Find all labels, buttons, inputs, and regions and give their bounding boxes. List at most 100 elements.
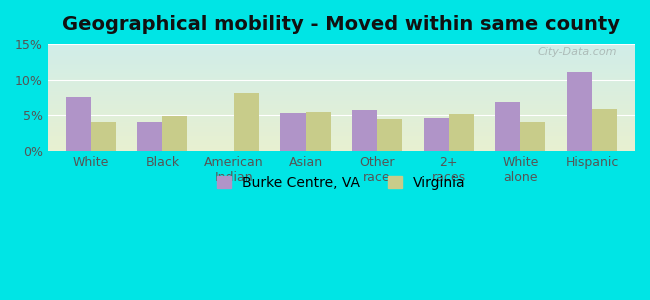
Bar — [47, 91, 635, 92]
Bar — [47, 146, 635, 147]
Bar — [47, 83, 635, 85]
Bar — [47, 89, 635, 90]
Bar — [47, 109, 635, 110]
Bar — [47, 114, 635, 115]
Bar — [495, 102, 521, 151]
Bar — [47, 60, 635, 61]
Bar — [47, 87, 635, 88]
Bar — [47, 125, 635, 126]
Bar — [47, 81, 635, 83]
Bar — [47, 111, 635, 112]
Bar — [47, 85, 635, 86]
Bar — [424, 118, 448, 151]
Bar — [47, 116, 635, 117]
Bar — [234, 93, 259, 151]
Text: City-Data.com: City-Data.com — [538, 47, 617, 57]
Bar — [47, 104, 635, 105]
Bar — [47, 47, 635, 48]
Bar — [47, 77, 635, 78]
Bar — [47, 140, 635, 141]
Bar — [162, 116, 187, 151]
Bar — [47, 95, 635, 96]
Bar — [47, 79, 635, 80]
Bar — [47, 110, 635, 111]
Bar — [47, 52, 635, 53]
Bar — [47, 103, 635, 104]
Bar — [47, 55, 635, 56]
Bar — [47, 46, 635, 47]
Bar — [47, 53, 635, 55]
Bar — [47, 63, 635, 64]
Bar — [47, 62, 635, 63]
Bar — [47, 65, 635, 66]
Bar — [47, 73, 635, 74]
Bar — [47, 145, 635, 146]
Bar — [47, 122, 635, 123]
Bar — [47, 112, 635, 114]
Legend: Burke Centre, VA, Virginia: Burke Centre, VA, Virginia — [212, 170, 471, 196]
Bar — [47, 74, 635, 75]
Bar — [47, 142, 635, 144]
Bar — [47, 98, 635, 100]
Bar — [47, 45, 635, 46]
Bar — [47, 106, 635, 107]
Bar — [47, 118, 635, 119]
Bar — [47, 72, 635, 73]
Bar — [47, 129, 635, 130]
Bar — [47, 132, 635, 133]
Bar — [47, 82, 635, 83]
Bar — [137, 122, 162, 151]
Bar — [592, 109, 617, 151]
Bar — [47, 58, 635, 59]
Bar — [521, 122, 545, 151]
Bar — [47, 76, 635, 77]
Bar — [306, 112, 331, 151]
Bar — [47, 92, 635, 93]
Bar — [47, 70, 635, 71]
Bar — [47, 64, 635, 65]
Bar — [47, 102, 635, 103]
Bar — [47, 57, 635, 58]
Bar — [91, 122, 116, 151]
Bar — [281, 113, 306, 151]
Bar — [47, 133, 635, 134]
Bar — [47, 149, 635, 150]
Bar — [47, 94, 635, 95]
Bar — [47, 66, 635, 68]
Bar — [47, 51, 635, 52]
Bar — [47, 134, 635, 135]
Bar — [47, 100, 635, 101]
Bar — [47, 80, 635, 81]
Bar — [47, 148, 635, 149]
Bar — [47, 131, 635, 132]
Bar — [47, 150, 635, 151]
Bar — [47, 90, 635, 91]
Bar — [47, 96, 635, 98]
Bar — [47, 56, 635, 57]
Bar — [47, 44, 635, 45]
Bar — [47, 128, 635, 129]
Bar — [47, 61, 635, 62]
Bar — [47, 137, 635, 138]
Bar — [47, 71, 635, 72]
Bar — [47, 86, 635, 87]
Bar — [47, 108, 635, 109]
Bar — [47, 141, 635, 142]
Bar — [47, 124, 635, 125]
Bar — [567, 73, 592, 151]
Bar — [47, 136, 635, 137]
Bar — [47, 105, 635, 106]
Bar — [47, 147, 635, 148]
Bar — [47, 123, 635, 124]
Bar — [47, 115, 635, 116]
Bar — [47, 144, 635, 145]
Bar — [47, 59, 635, 60]
Bar — [47, 121, 635, 122]
Bar — [66, 98, 91, 151]
Bar — [377, 119, 402, 151]
Title: Geographical mobility - Moved within same county: Geographical mobility - Moved within sam… — [62, 15, 620, 34]
Bar — [448, 114, 474, 151]
Bar — [352, 110, 377, 151]
Bar — [47, 48, 635, 49]
Bar — [47, 49, 635, 50]
